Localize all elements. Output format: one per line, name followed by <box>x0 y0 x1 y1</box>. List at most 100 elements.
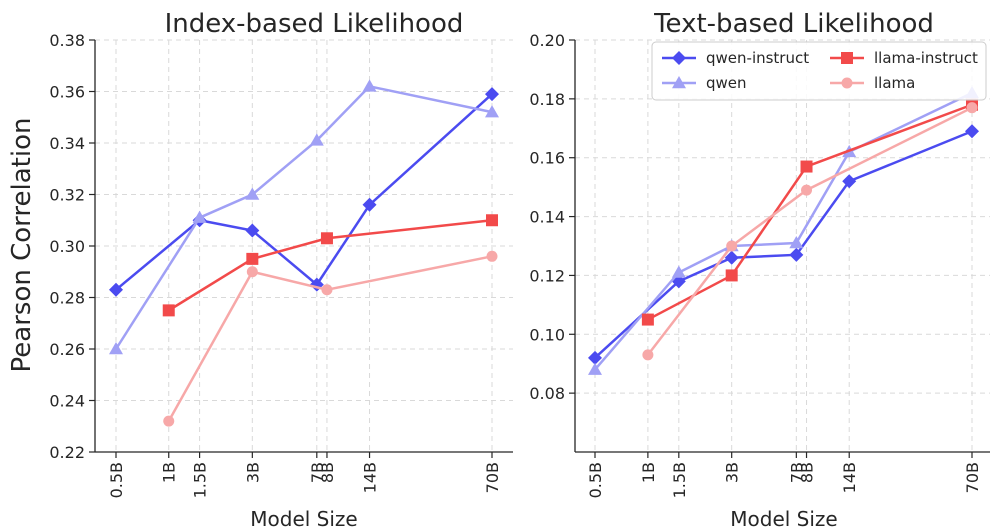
data-point-qwen-instruct <box>485 87 499 102</box>
y-tick-label: 0.36 <box>49 83 85 102</box>
legend-label-qwen: qwen <box>706 74 747 92</box>
legend-marker-llama <box>841 77 853 89</box>
x-tick-label: 70B <box>483 462 502 493</box>
data-point-qwen-instruct <box>965 124 979 139</box>
data-point-llama-instruct <box>320 232 333 245</box>
x-tick-label: 14B <box>361 462 380 493</box>
data-point-qwen <box>671 265 686 278</box>
x-tick-label: 3B <box>723 462 742 483</box>
data-point-qwen-instruct <box>109 282 123 297</box>
y-tick-label: 0.10 <box>529 325 565 344</box>
x-tick-label: 14B <box>840 462 859 493</box>
series-qwen-instruct <box>109 87 499 297</box>
legend-label-qwen-instruct: qwen-instruct <box>706 49 809 67</box>
y-tick-label: 0.30 <box>49 237 85 256</box>
legend-marker-qwen <box>672 76 686 89</box>
y-tick-label: 0.26 <box>49 340 85 359</box>
data-point-qwen <box>192 210 207 223</box>
legend-box <box>651 41 987 101</box>
data-point-qwen <box>789 236 804 249</box>
figure-y-axis-label: Pearson Correlation <box>7 118 37 373</box>
grid <box>95 39 513 453</box>
data-point-llama-instruct <box>800 160 813 173</box>
x-tick-label: 3B <box>243 462 262 483</box>
x-tick-label: 1B <box>160 462 179 483</box>
data-point-llama-instruct <box>486 214 498 227</box>
series-llama-instruct <box>162 214 498 317</box>
chart-panel-2: 0.08 0.10 0.12 0.14 0.16 0.18 0.20 0.5B 1B 1.5B 3B… <box>529 9 990 529</box>
data-point-qwen-instruct <box>588 350 602 365</box>
series-line-qwen-instruct <box>594 130 973 359</box>
data-point-qwen <box>309 133 324 146</box>
data-point-llama <box>486 250 498 262</box>
y-tick-label: 0.12 <box>529 266 565 285</box>
series-llama-instruct <box>641 98 978 326</box>
data-point-qwen <box>588 362 602 375</box>
series-line-llama-instruct <box>647 103 973 321</box>
data-point-llama <box>246 266 258 278</box>
y-tick-label: 0.38 <box>49 31 85 50</box>
data-point-llama <box>642 349 654 361</box>
data-point-qwen-instruct <box>245 223 260 238</box>
y-tick-label: 0.24 <box>49 392 85 411</box>
series-line-qwen <box>114 84 493 350</box>
chart-title: Text-based Likelihood <box>653 9 934 39</box>
legend-label-llama-instruct: llama-instruct <box>874 49 978 67</box>
x-axis-label: Model Size <box>250 507 357 529</box>
data-point-llama-instruct <box>162 304 175 317</box>
data-point-qwen-instruct <box>724 250 739 265</box>
series-llama <box>642 102 978 361</box>
data-point-qwen-instruct <box>842 174 857 189</box>
x-tick-label: 8B <box>798 462 817 483</box>
data-point-qwen-instruct <box>362 197 377 212</box>
series-line-llama <box>646 106 973 356</box>
y-tick-label: 0.14 <box>529 208 565 227</box>
data-point-llama-instruct <box>725 269 738 282</box>
x-tick-label: 1.5B <box>670 462 689 498</box>
data-point-llama <box>966 102 978 114</box>
data-point-llama-instruct <box>246 252 259 265</box>
chart-panel-1: 0.22 0.24 0.26 0.28 0.30 0.32 0.34 0.36 0.38 0.5B… <box>49 9 513 529</box>
series-llama <box>163 250 498 427</box>
y-tick-label: 0.34 <box>49 134 85 153</box>
x-tick-label: 1B <box>639 462 658 483</box>
data-point-llama <box>321 284 333 296</box>
y-tick-label: 0.20 <box>529 31 565 50</box>
data-point-qwen <box>485 105 499 118</box>
data-point-qwen <box>109 342 123 355</box>
y-tick-label: 0.08 <box>529 384 565 403</box>
series-qwen <box>109 79 499 355</box>
data-point-llama <box>801 184 813 196</box>
x-tick-label: 0.5B <box>107 462 126 498</box>
x-tick-label: 70B <box>963 462 982 493</box>
x-tick-label: 0.5B <box>586 462 605 498</box>
y-tick-label: 0.32 <box>49 186 85 205</box>
x-tick-label: 8B <box>318 462 337 483</box>
legend-marker-qwen-instruct <box>672 51 686 65</box>
series-line-llama-instruct <box>168 219 493 312</box>
grid <box>575 39 990 452</box>
data-point-qwen <box>362 79 377 92</box>
data-point-llama-instruct <box>641 313 654 326</box>
x-tick-label: 7B <box>308 462 327 483</box>
data-point-llama <box>163 415 175 427</box>
series-line-qwen-instruct <box>115 93 493 291</box>
x-tick-label: 7B <box>787 462 806 483</box>
data-point-qwen <box>245 187 260 200</box>
series-qwen <box>588 85 979 375</box>
x-axis-label: Model Size <box>730 507 837 529</box>
y-tick-label: 0.18 <box>529 90 565 109</box>
y-tick-label: 0.28 <box>49 289 85 308</box>
data-point-llama <box>726 240 738 252</box>
series-qwen-instruct <box>588 124 979 365</box>
x-tick-label: 1.5B <box>191 462 210 498</box>
y-tick-label: 0.16 <box>529 149 565 168</box>
legend-marker-llama-instruct <box>841 52 853 64</box>
series-line-llama <box>167 255 493 422</box>
legend-label-llama: llama <box>874 74 915 92</box>
y-tick-label: 0.22 <box>49 443 85 462</box>
legend: qwen-instruct qwen llama-instruct llama <box>651 41 987 101</box>
data-point-qwen-instruct <box>789 247 804 262</box>
chart-title: Index-based Likelihood <box>165 9 464 39</box>
